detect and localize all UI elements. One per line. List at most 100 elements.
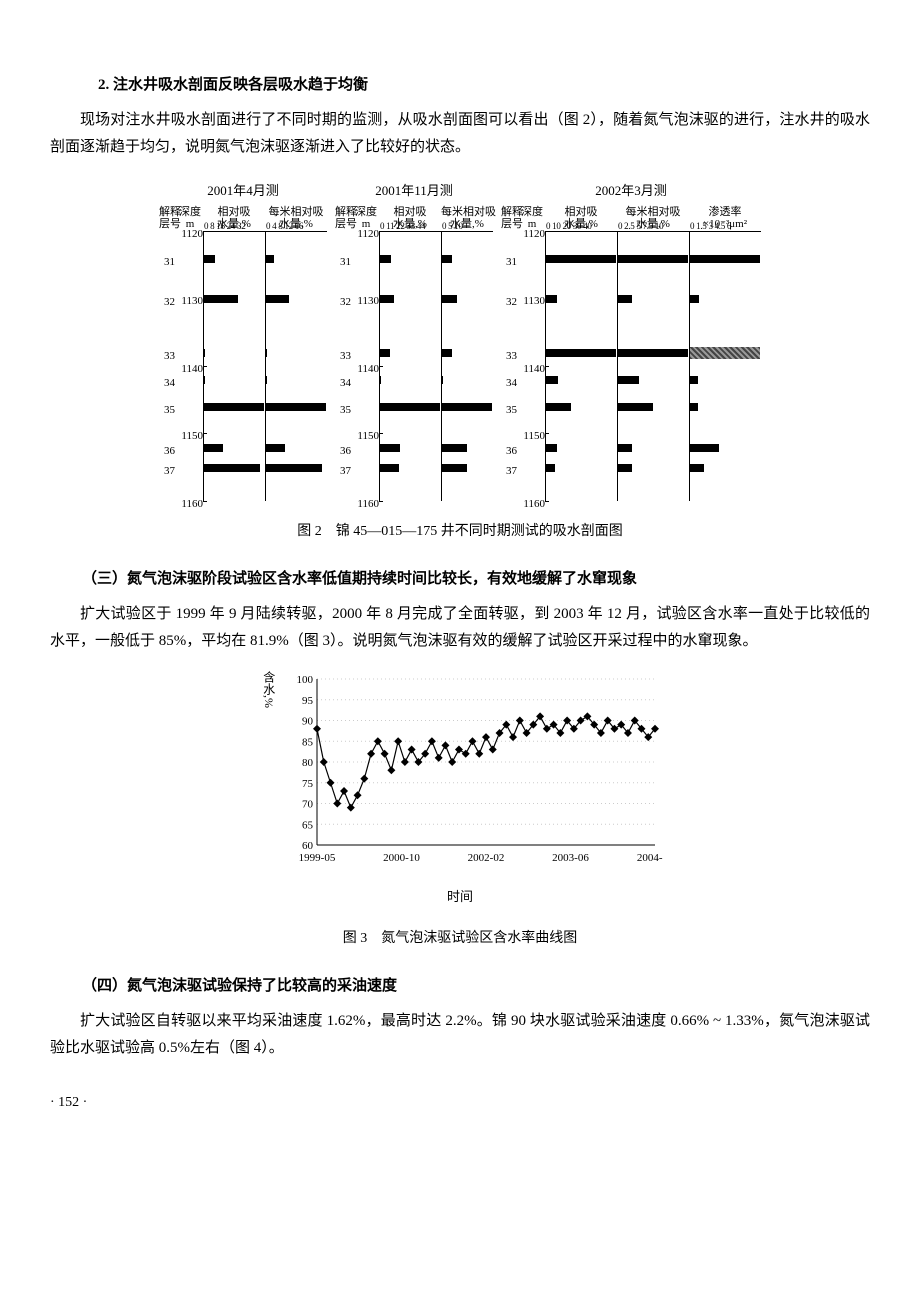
data-marker (468, 737, 476, 745)
depth-tick: 1150 (357, 427, 379, 447)
section-2-title: 2. 注水井吸水剖面反映各层吸水趋于均衡 (98, 72, 870, 99)
profile-bar (618, 403, 653, 411)
layer-id: 36 (164, 442, 175, 462)
profile-bar (204, 349, 205, 357)
depth-tick: 1160 (357, 495, 379, 515)
x-tick-label: 1999-05 (298, 852, 335, 864)
profile-bar (546, 444, 557, 452)
profile-bar (266, 349, 267, 357)
data-marker (448, 758, 456, 766)
profile-bar (618, 295, 632, 303)
y-tick-label: 75 (302, 778, 314, 790)
profile-bar (618, 349, 688, 357)
bar-column: 0 1.5 3 4.5 6 (689, 231, 761, 501)
bar-column: 0 2.5 5 7.5 10 (617, 231, 689, 501)
x-tick-label: 2004-11 (637, 852, 663, 864)
data-marker (475, 749, 483, 757)
data-marker (482, 733, 490, 741)
data-marker (441, 741, 449, 749)
profile-bar (546, 403, 571, 411)
profile-panel: 2001年11月测解释 层号深度 m相对吸 水量,%每米相对吸 水量,%3132… (335, 179, 493, 501)
layer-id: 37 (340, 462, 351, 482)
bar-column: 0 5 10 (441, 231, 493, 501)
profile-bar (442, 403, 492, 411)
paragraph-1: 现场对注水井吸水剖面进行了不同时期的监测，从吸水剖面图可以看出（图 2），随着氮… (50, 107, 870, 161)
bar-column: 0 8 16 24 32 (203, 231, 265, 501)
layer-id: 34 (340, 374, 351, 394)
layer-id: 32 (164, 293, 175, 313)
depth-tick: 1130 (357, 292, 379, 312)
profile-bar (204, 444, 223, 452)
profile-bar (204, 295, 238, 303)
data-marker (367, 749, 375, 757)
y-tick-label: 65 (302, 819, 314, 831)
layer-id: 31 (164, 253, 175, 273)
y-tick-label: 70 (302, 798, 314, 810)
profile-bar (380, 376, 381, 384)
profile-bar (266, 376, 267, 384)
paragraph-2: 扩大试验区于 1999 年 9 月陆续转驱，2000 年 8 月完成了全面转驱，… (50, 601, 870, 655)
profile-bar (618, 376, 639, 384)
profile-bar (546, 464, 555, 472)
layer-id: 33 (340, 347, 351, 367)
profile-bar (442, 464, 467, 472)
profile-bar (690, 464, 704, 472)
layer-id: 34 (164, 374, 175, 394)
line-chart-svg: 60657075808590951001999-052000-102002-02… (283, 671, 663, 871)
x-tick-label: 2002-02 (467, 852, 504, 864)
profile-bar (618, 464, 632, 472)
depth-tick: 1160 (181, 495, 203, 515)
data-marker (455, 745, 463, 753)
profile-bar (380, 403, 440, 411)
column-header: 解释 层号 (159, 206, 177, 230)
depth-tick: 1120 (181, 225, 203, 245)
profile-bar (442, 444, 467, 452)
profile-bar (690, 255, 760, 263)
layer-id: 34 (506, 374, 517, 394)
bar-column: 0 4 8 12 16 (265, 231, 327, 501)
layer-id: 37 (164, 462, 175, 482)
data-marker (394, 737, 402, 745)
figure-2: 2001年4月测解释 层号深度 m相对吸 水量,%每米相对吸 水量,%31323… (50, 179, 870, 501)
profile-panel: 2001年4月测解释 层号深度 m相对吸 水量,%每米相对吸 水量,%31323… (159, 179, 327, 501)
profile-bar (204, 403, 264, 411)
profile-bar (266, 403, 326, 411)
data-marker (353, 791, 361, 799)
profile-bar (442, 376, 443, 384)
data-marker (347, 803, 355, 811)
profile-bar (204, 464, 260, 472)
profile-bar (380, 349, 390, 357)
data-marker (340, 787, 348, 795)
layer-id: 36 (506, 442, 517, 462)
data-marker (387, 766, 395, 774)
figure-3: 含水,% 60657075808590951001999-052000-1020… (50, 671, 870, 881)
profile-bar (618, 444, 632, 452)
profile-bar (546, 376, 558, 384)
profile-bar (690, 347, 760, 359)
depth-tick: 1130 (181, 292, 203, 312)
depth-tick: 1120 (357, 225, 379, 245)
profile-bar (266, 464, 322, 472)
profile-bar (380, 444, 400, 452)
layer-id: 35 (340, 401, 351, 421)
profile-bar (380, 295, 394, 303)
figure-3-caption: 图 3 氮气泡沫驱试验区含水率曲线图 (50, 926, 870, 951)
profile-bar (442, 295, 457, 303)
layer-id: 36 (340, 442, 351, 462)
panel-title: 2002年3月测 (595, 179, 667, 202)
data-marker (313, 725, 321, 733)
depth-tick: 1150 (523, 427, 545, 447)
figure-3-xlabel: 时间 (50, 885, 870, 908)
data-marker (489, 745, 497, 753)
profile-bar (204, 376, 205, 384)
data-marker (509, 733, 517, 741)
depth-tick: 1150 (181, 427, 203, 447)
data-marker (320, 758, 328, 766)
layer-id: 31 (340, 253, 351, 273)
profile-bar (266, 295, 289, 303)
figure-2-caption: 图 2 锦 45—015—175 井不同时期测试的吸水剖面图 (50, 519, 870, 544)
data-marker (333, 799, 341, 807)
profile-bar (380, 464, 399, 472)
paragraph-3: 扩大试验区自转驱以来平均采油速度 1.62%，最高时达 2.2%。锦 90 块水… (50, 1008, 870, 1062)
depth-tick: 1130 (523, 292, 545, 312)
